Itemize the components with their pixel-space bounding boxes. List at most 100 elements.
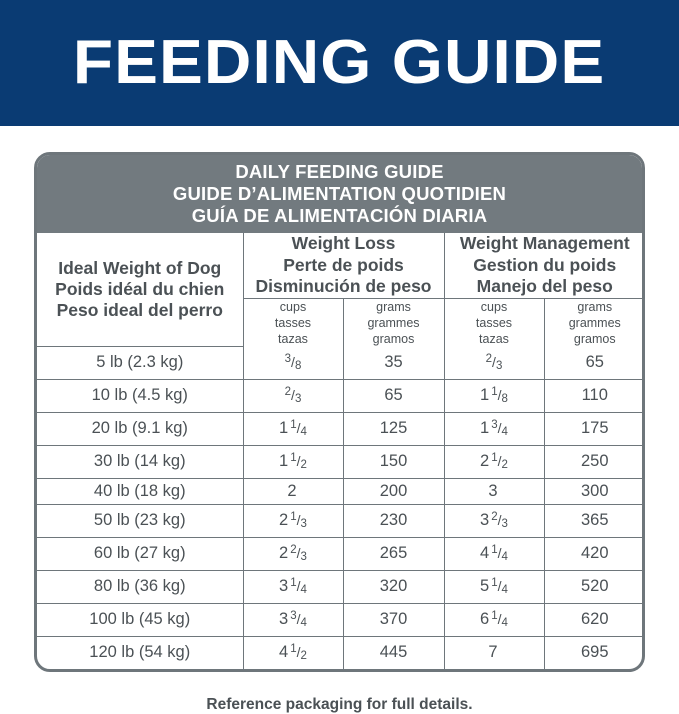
cell-weight-management-cups: 1 3/4 bbox=[443, 411, 545, 446]
weight-management-grams-unit: grams grammes gramos bbox=[543, 297, 642, 347]
weight-management-cups-unit: cups tasses tazas bbox=[443, 297, 545, 347]
panel-title-en: DAILY FEEDING GUIDE bbox=[235, 161, 444, 182]
weight-management-header: Weight Management Gestion du poids Manej… bbox=[443, 233, 642, 299]
cell-weight-loss-grams: 230 bbox=[342, 503, 445, 538]
page-title: FEEDING GUIDE bbox=[73, 28, 606, 97]
cell-weight-management-cups: 5 1/4 bbox=[443, 569, 545, 604]
unit-fr: grammes bbox=[367, 315, 420, 330]
cell-weight-management-cups: 3 2/3 bbox=[443, 503, 545, 538]
table-head: Ideal Weight of Dog Poids idéal du chien… bbox=[37, 233, 642, 348]
header-row-units: cups tasses tazas grams grammes gramos c… bbox=[37, 297, 642, 347]
cell-weight-loss-grams: 200 bbox=[342, 477, 445, 505]
cell-weight-management-grams: 110 bbox=[543, 378, 642, 413]
table-row: 60 lb (27 kg) 2 2/3 265 4 1/4 420 bbox=[37, 536, 642, 571]
unit-en: cups bbox=[279, 299, 307, 314]
table-row: 80 lb (36 kg) 3 1/4 320 5 1/4 520 bbox=[37, 569, 642, 604]
cell-weight-loss-grams: 370 bbox=[342, 602, 445, 637]
ideal-weight-header: Ideal Weight of Dog Poids idéal du chien… bbox=[37, 233, 244, 348]
cell-weight-loss-grams: 65 bbox=[342, 378, 445, 413]
weight-management-header-fr: Gestion du poids bbox=[473, 254, 617, 275]
unit-en: grams bbox=[376, 299, 411, 314]
cell-weight-loss-cups: 3 3/4 bbox=[242, 602, 344, 637]
table-row: 50 lb (23 kg) 2 1/3 230 3 2/3 365 bbox=[37, 503, 642, 538]
cell-ideal-weight: 20 lb (9.1 kg) bbox=[37, 411, 244, 446]
weight-management-header-es: Manejo del peso bbox=[476, 276, 613, 297]
cell-ideal-weight: 50 lb (23 kg) bbox=[37, 503, 244, 538]
table-row: 5 lb (2.3 kg) 3/8 35 2/3 65 bbox=[37, 346, 642, 380]
cell-weight-management-grams: 620 bbox=[543, 602, 642, 637]
cell-ideal-weight: 5 lb (2.3 kg) bbox=[37, 346, 244, 380]
footer-note: Reference packaging for full details. bbox=[206, 695, 473, 713]
cell-weight-loss-cups: 1 1/2 bbox=[242, 444, 344, 479]
cell-weight-management-cups: 3 bbox=[443, 477, 545, 505]
cell-weight-loss-cups: 2/3 bbox=[242, 378, 344, 413]
cell-weight-management-cups: 7 bbox=[443, 635, 545, 669]
cell-weight-loss-cups: 4 1/2 bbox=[242, 635, 344, 669]
cell-weight-management-grams: 300 bbox=[543, 477, 642, 505]
unit-es: gramos bbox=[372, 331, 415, 346]
cell-weight-management-grams: 695 bbox=[543, 635, 642, 669]
unit-es: tazas bbox=[479, 331, 509, 346]
panel-header: DAILY FEEDING GUIDE GUIDE D’ALIMENTATION… bbox=[37, 155, 642, 234]
unit-fr: grammes bbox=[568, 315, 621, 330]
unit-es: tazas bbox=[278, 331, 308, 346]
weight-loss-header-en: Weight Loss bbox=[291, 233, 396, 254]
feeding-guide-table: Ideal Weight of Dog Poids idéal du chien… bbox=[37, 233, 642, 669]
weight-management-header-en: Weight Management bbox=[459, 233, 630, 254]
cell-weight-management-grams: 175 bbox=[543, 411, 642, 446]
cell-weight-management-cups: 2 1/2 bbox=[443, 444, 545, 479]
feeding-guide-banner: FEEDING GUIDE bbox=[0, 0, 679, 126]
cell-ideal-weight: 40 lb (18 kg) bbox=[37, 477, 244, 505]
cell-weight-loss-cups: 2 bbox=[242, 477, 344, 505]
table-row: 40 lb (18 kg) 2 200 3 300 bbox=[37, 477, 642, 505]
cell-ideal-weight: 30 lb (14 kg) bbox=[37, 444, 244, 479]
unit-en: grams bbox=[577, 299, 613, 314]
cell-weight-management-cups: 2/3 bbox=[443, 346, 545, 380]
table-row: 100 lb (45 kg) 3 3/4 370 6 1/4 620 bbox=[37, 602, 642, 637]
cell-weight-loss-grams: 35 bbox=[342, 346, 445, 380]
cell-weight-loss-grams: 445 bbox=[342, 635, 445, 669]
table-row: 120 lb (54 kg) 4 1/2 445 7 695 bbox=[37, 635, 642, 669]
cell-weight-management-cups: 4 1/4 bbox=[443, 536, 545, 571]
weight-loss-grams-unit: grams grammes gramos bbox=[342, 297, 445, 347]
unit-fr: tasses bbox=[274, 315, 312, 330]
cell-weight-loss-grams: 265 bbox=[342, 536, 445, 571]
table-row: 30 lb (14 kg) 1 1/2 150 2 1/2 250 bbox=[37, 444, 642, 479]
unit-fr: tasses bbox=[475, 315, 513, 330]
cell-weight-management-cups: 1 1/8 bbox=[443, 378, 545, 413]
ideal-weight-header-es: Peso ideal del perro bbox=[56, 300, 223, 321]
weight-loss-header-fr: Perte de poids bbox=[283, 254, 404, 275]
weight-loss-header: Weight Loss Perte de poids Disminución d… bbox=[242, 233, 445, 299]
unit-es: gramos bbox=[573, 331, 616, 346]
cell-ideal-weight: 100 lb (45 kg) bbox=[37, 602, 244, 637]
cell-ideal-weight: 60 lb (27 kg) bbox=[37, 536, 244, 571]
feeding-guide-panel: DAILY FEEDING GUIDE GUIDE D’ALIMENTATION… bbox=[34, 152, 645, 672]
cell-weight-management-grams: 250 bbox=[543, 444, 642, 479]
panel-title-fr: GUIDE D’ALIMENTATION QUOTIDIEN bbox=[172, 182, 507, 204]
cell-weight-loss-grams: 150 bbox=[342, 444, 445, 479]
cell-weight-loss-cups: 3 1/4 bbox=[242, 569, 344, 604]
table-body: 5 lb (2.3 kg) 3/8 35 2/3 65 10 lb (4.5 kg) 2/3… bbox=[37, 346, 642, 669]
weight-loss-cups-unit: cups tasses tazas bbox=[243, 297, 344, 347]
header-row-groups: Ideal Weight of Dog Poids idéal du chien… bbox=[37, 233, 642, 348]
cell-ideal-weight: 80 lb (36 kg) bbox=[37, 569, 244, 604]
cell-weight-loss-cups: 2 1/3 bbox=[242, 503, 344, 538]
cell-weight-management-grams: 520 bbox=[543, 569, 642, 604]
panel-title-es: GUÍA DE ALIMENTACIÓN DIARIA bbox=[191, 204, 488, 226]
table-row: 20 lb (9.1 kg) 1 1/4 125 1 3/4 175 bbox=[37, 411, 642, 446]
cell-weight-loss-grams: 320 bbox=[342, 569, 445, 604]
cell-weight-loss-grams: 125 bbox=[342, 411, 445, 446]
cell-ideal-weight: 10 lb (4.5 kg) bbox=[37, 378, 244, 413]
cell-weight-loss-cups: 2 2/3 bbox=[242, 536, 344, 571]
cell-ideal-weight: 120 lb (54 kg) bbox=[37, 635, 244, 669]
unit-en: cups bbox=[480, 299, 508, 314]
weight-loss-header-es: Disminución de peso bbox=[255, 276, 432, 297]
table-row: 10 lb (4.5 kg) 2/3 65 1 1/8 110 bbox=[37, 378, 642, 413]
cell-weight-management-grams: 420 bbox=[543, 536, 642, 571]
cell-weight-loss-cups: 3/8 bbox=[242, 346, 344, 380]
table-panel-wrapper: DAILY FEEDING GUIDE GUIDE D’ALIMENTATION… bbox=[0, 126, 679, 672]
cell-weight-management-cups: 6 1/4 bbox=[443, 602, 545, 637]
cell-weight-loss-cups: 1 1/4 bbox=[242, 411, 344, 446]
ideal-weight-header-en: Ideal Weight of Dog bbox=[58, 257, 222, 278]
ideal-weight-header-fr: Poids idéal du chien bbox=[55, 279, 225, 300]
